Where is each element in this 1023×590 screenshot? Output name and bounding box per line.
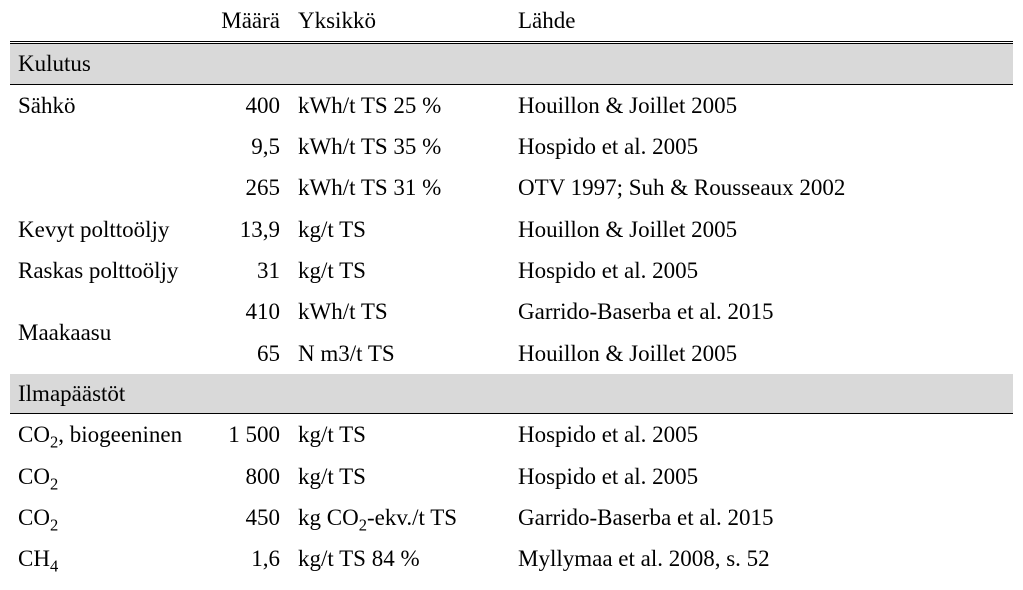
table-row: CO2, biogeeninen 1 500 kg/t TS Hospido e… bbox=[10, 414, 1013, 456]
label-sub: 4 bbox=[50, 557, 58, 576]
table-row: CO2 450 kg CO2-ekv./t TS Garrido-Baserba… bbox=[10, 497, 1013, 538]
row-amount: 450 bbox=[210, 497, 290, 538]
row-amount: 31 bbox=[210, 250, 290, 291]
row-unit: kWh/t TS 31 % bbox=[290, 167, 510, 208]
row-source: Garrido-Baserba et al. 2015 bbox=[510, 497, 1013, 538]
row-unit: kg/t TS bbox=[290, 250, 510, 291]
unit-post: -ekv./t TS bbox=[367, 505, 457, 530]
row-label: CH4 bbox=[10, 538, 210, 579]
row-source: Hospido et al. 2005 bbox=[510, 126, 1013, 167]
row-amount: 800 bbox=[210, 456, 290, 497]
row-unit: kWh/t TS bbox=[290, 291, 510, 332]
table-row: CH4 1,6 kg/t TS 84 % Myllymaa et al. 200… bbox=[10, 538, 1013, 579]
section-row: Ilmapäästöt bbox=[10, 374, 1013, 414]
table-row: Raskas polttoöljy 31 kg/t TS Hospido et … bbox=[10, 250, 1013, 291]
row-unit: kWh/t TS 25 % bbox=[290, 84, 510, 126]
row-amount: 410 bbox=[210, 291, 290, 332]
section-row: Kulutus bbox=[10, 43, 1013, 84]
label-sub: 2 bbox=[50, 433, 58, 452]
row-amount: 265 bbox=[210, 167, 290, 208]
row-amount: 1,6 bbox=[210, 538, 290, 579]
row-amount: 65 bbox=[210, 333, 290, 374]
row-source: Houillon & Joillet 2005 bbox=[510, 84, 1013, 126]
row-source: Houillon & Joillet 2005 bbox=[510, 333, 1013, 374]
label-pre: CO bbox=[18, 464, 50, 489]
table-row: CO2 800 kg/t TS Hospido et al. 2005 bbox=[10, 456, 1013, 497]
table: Määrä Yksikkö Lähde Kulutus Sähkö 400 kW… bbox=[10, 4, 1013, 580]
row-amount: 1 500 bbox=[210, 414, 290, 456]
row-amount: 9,5 bbox=[210, 126, 290, 167]
row-label: CO2 bbox=[10, 497, 210, 538]
row-label: Sähkö bbox=[10, 84, 210, 126]
row-unit: kg/t TS 84 % bbox=[290, 538, 510, 579]
row-amount: 13,9 bbox=[210, 209, 290, 250]
section-title: Ilmapäästöt bbox=[10, 374, 1013, 414]
row-source: Myllymaa et al. 2008, s. 52 bbox=[510, 538, 1013, 579]
row-label bbox=[10, 126, 210, 167]
row-label bbox=[10, 167, 210, 208]
row-label: CO2, biogeeninen bbox=[10, 414, 210, 456]
row-source: Garrido-Baserba et al. 2015 bbox=[510, 291, 1013, 332]
row-label: CO2 bbox=[10, 456, 210, 497]
row-unit: kWh/t TS 35 % bbox=[290, 126, 510, 167]
table-row: Maakaasu 410 kWh/t TS Garrido-Baserba et… bbox=[10, 291, 1013, 332]
row-label: Raskas polttoöljy bbox=[10, 250, 210, 291]
table-row: Sähkö 400 kWh/t TS 25 % Houillon & Joill… bbox=[10, 84, 1013, 126]
header-unit: Yksikkö bbox=[290, 4, 510, 43]
label-pre: CO bbox=[18, 505, 50, 530]
unit-sub: 2 bbox=[359, 516, 367, 535]
label-sub: 2 bbox=[50, 516, 58, 535]
table-row: Kevyt polttoöljy 13,9 kg/t TS Houillon &… bbox=[10, 209, 1013, 250]
row-label: Kevyt polttoöljy bbox=[10, 209, 210, 250]
row-source: Hospido et al. 2005 bbox=[510, 456, 1013, 497]
row-unit: kg/t TS bbox=[290, 414, 510, 456]
row-unit: N m3/t TS bbox=[290, 333, 510, 374]
table-row: 265 kWh/t TS 31 % OTV 1997; Suh & Rousse… bbox=[10, 167, 1013, 208]
header-row: Määrä Yksikkö Lähde bbox=[10, 4, 1013, 43]
row-label: Maakaasu bbox=[10, 291, 210, 374]
header-amount: Määrä bbox=[210, 4, 290, 43]
row-unit: kg CO2-ekv./t TS bbox=[290, 497, 510, 538]
header-source: Lähde bbox=[510, 4, 1013, 43]
row-source: OTV 1997; Suh & Rousseaux 2002 bbox=[510, 167, 1013, 208]
section-title: Kulutus bbox=[10, 43, 1013, 84]
unit-pre: kg CO bbox=[298, 505, 359, 530]
row-source: Houillon & Joillet 2005 bbox=[510, 209, 1013, 250]
table-row: 9,5 kWh/t TS 35 % Hospido et al. 2005 bbox=[10, 126, 1013, 167]
row-amount: 400 bbox=[210, 84, 290, 126]
label-post: , biogeeninen bbox=[58, 422, 182, 447]
header-blank bbox=[10, 4, 210, 43]
label-sub: 2 bbox=[50, 474, 58, 493]
row-source: Hospido et al. 2005 bbox=[510, 250, 1013, 291]
data-table: Määrä Yksikkö Lähde Kulutus Sähkö 400 kW… bbox=[0, 0, 1023, 590]
row-source: Hospido et al. 2005 bbox=[510, 414, 1013, 456]
row-unit: kg/t TS bbox=[290, 456, 510, 497]
row-unit: kg/t TS bbox=[290, 209, 510, 250]
label-pre: CH bbox=[18, 546, 50, 571]
label-pre: CO bbox=[18, 422, 50, 447]
